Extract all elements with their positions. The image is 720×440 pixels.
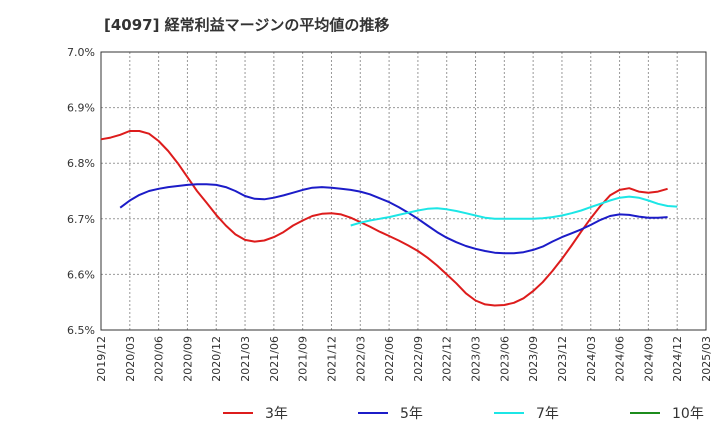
x-tick-label: 2022/03 — [354, 336, 367, 382]
x-tick-label: 2024/03 — [585, 336, 598, 382]
y-tick-label: 6.5% — [67, 324, 95, 337]
x-tick-label: 2020/09 — [181, 336, 194, 382]
x-tick-label: 2023/06 — [498, 336, 511, 382]
y-tick-label: 6.8% — [67, 157, 95, 170]
legend-label: 5年 — [400, 406, 423, 422]
x-tick-label: 2022/06 — [383, 336, 396, 382]
x-tick-label: 2023/12 — [556, 336, 569, 382]
x-tick-label: 2021/03 — [239, 336, 252, 382]
legend-label: 10年 — [672, 406, 704, 422]
series-line-3年 — [100, 130, 668, 307]
x-tick-label: 2019/12 — [95, 336, 108, 382]
x-axis-ticks: 2019/12 2020/03 2020/06 2020/09 2020/12 2021/… — [95, 336, 713, 382]
legend-label: 3年 — [265, 406, 288, 422]
x-tick-label: 2020/06 — [153, 336, 166, 382]
grid — [101, 52, 706, 330]
x-tick-label: 2021/09 — [297, 336, 310, 382]
y-axis-ticks: 6.5% 6.6% 6.7% 6.8% 6.9% 7.0% — [67, 46, 95, 337]
x-tick-label: 2022/12 — [441, 336, 454, 382]
x-tick-label: 2020/03 — [124, 336, 137, 382]
x-tick-label: 2023/03 — [470, 336, 483, 382]
x-tick-label: 2025/03 — [700, 336, 713, 382]
x-tick-label: 2024/06 — [614, 336, 627, 382]
legend: 3年 5年 7年 10年 — [223, 406, 704, 422]
x-tick-label: 2022/09 — [412, 336, 425, 382]
chart-title: [4097] 経常利益マージンの平均値の推移 — [104, 16, 390, 34]
series-line-7年 — [350, 195, 678, 227]
x-tick-label: 2023/09 — [527, 336, 540, 382]
x-tick-label: 2021/12 — [325, 336, 338, 382]
x-tick-label: 2024/12 — [671, 336, 684, 382]
x-tick-label: 2024/09 — [642, 336, 655, 382]
y-tick-label: 6.9% — [67, 102, 95, 115]
series-line-5年 — [119, 183, 668, 255]
y-tick-label: 7.0% — [67, 46, 95, 59]
y-tick-label: 6.7% — [67, 213, 95, 226]
plot-frame — [100, 51, 707, 331]
series-lines — [100, 130, 678, 307]
x-tick-label: 2020/12 — [210, 336, 223, 382]
legend-label: 7年 — [536, 406, 559, 422]
y-tick-label: 6.6% — [67, 268, 95, 281]
x-tick-label: 2021/06 — [268, 336, 281, 382]
